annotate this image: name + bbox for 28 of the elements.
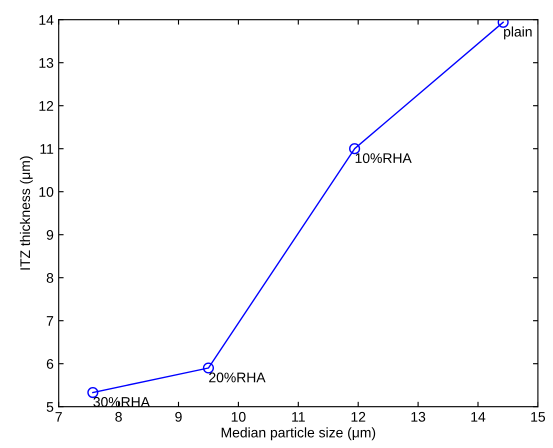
point (202, 362, 214, 374)
x-tick-label: 14 (471, 412, 486, 422)
x-tick-label: 7 (56, 412, 62, 422)
y-tick-label: 6 (46, 359, 54, 369)
point (87, 386, 98, 398)
point (349, 143, 360, 154)
y-tick-label: 8 (46, 273, 54, 283)
x-tick-label: 11 (292, 412, 305, 422)
x-tick-label: 13 (411, 412, 426, 422)
y-tick-label: 10 (39, 187, 54, 197)
y-tick-label: 5 (46, 402, 54, 412)
annotation: 20%RHA (209, 372, 266, 382)
y-tick-label: 13 (39, 58, 54, 68)
annotation: plain (504, 26, 532, 40)
x-tick-label: 8 (115, 412, 122, 422)
y-tick-label: 14 (39, 15, 54, 25)
x-tick-label: 9 (175, 412, 182, 422)
annotation: 30%RHA (93, 397, 150, 407)
y-tick-label: 11 (40, 144, 54, 154)
x-tick-label: 12 (352, 412, 366, 422)
x-tick-label: 15 (531, 412, 546, 422)
x-axis-title: Median particle size (μm) (222, 427, 376, 440)
x-tick-label: 10 (232, 412, 246, 422)
y-axis-title: ITZ thickness (μm) (20, 156, 33, 270)
y-tick-label: 7 (46, 316, 54, 326)
y-tick-label: 9 (46, 230, 54, 240)
y-tick-label: 12 (39, 101, 54, 111)
annotation: 10%RHA (356, 153, 412, 164)
